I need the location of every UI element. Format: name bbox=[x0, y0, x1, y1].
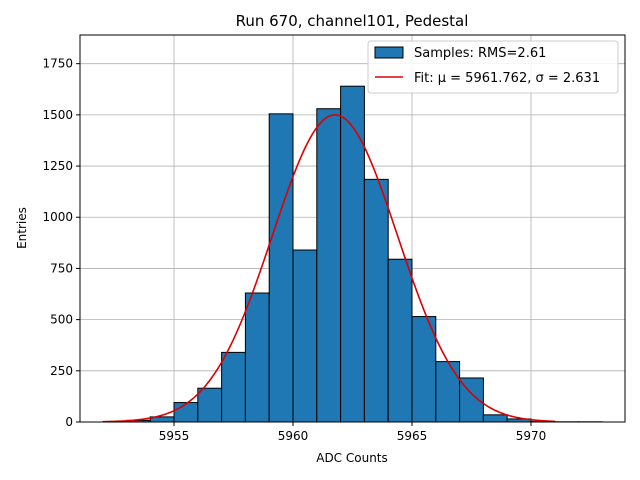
y-tick-label: 1250 bbox=[42, 159, 73, 173]
legend: Samples: RMS=2.61 Fit: μ = 5961.762, σ =… bbox=[367, 40, 619, 94]
x-axis-ticks: 5955 5960 5965 5970 bbox=[159, 422, 547, 443]
histogram-bar bbox=[435, 361, 461, 423]
histogram-bar bbox=[411, 316, 437, 423]
x-tick-label: 5960 bbox=[278, 429, 309, 443]
fit-curve bbox=[102, 114, 555, 423]
histogram-bar bbox=[482, 414, 508, 423]
histogram-bar bbox=[340, 85, 365, 423]
histogram-bar bbox=[268, 113, 294, 423]
histogram-bar bbox=[387, 258, 413, 423]
histogram-bar bbox=[197, 387, 223, 423]
histogram-bar bbox=[173, 402, 199, 423]
histogram-bar bbox=[244, 292, 270, 423]
x-axis-label: ADC Counts bbox=[316, 451, 388, 465]
y-tick-label: 500 bbox=[50, 313, 73, 327]
x-tick-label: 5970 bbox=[516, 429, 547, 443]
y-axis-label: Entries bbox=[15, 207, 29, 249]
legend-swatch-samples bbox=[374, 46, 404, 59]
histogram-bars bbox=[125, 85, 603, 423]
y-tick-label: 1000 bbox=[42, 210, 73, 224]
x-tick-label: 5955 bbox=[159, 429, 190, 443]
y-tick-label: 1500 bbox=[42, 108, 73, 122]
y-tick-label: 250 bbox=[50, 364, 73, 378]
y-axis-ticks: 0 250 500 750 1000 1250 1500 1750 bbox=[42, 57, 80, 429]
legend-label-samples: Samples: RMS=2.61 bbox=[414, 46, 546, 61]
histogram-bar bbox=[316, 108, 342, 423]
y-tick-label: 750 bbox=[50, 261, 73, 275]
y-tick-label: 1750 bbox=[42, 57, 73, 71]
legend-box bbox=[367, 40, 619, 94]
legend-label-fit: Fit: μ = 5961.762, σ = 2.631 bbox=[414, 71, 600, 86]
plot-frame bbox=[79, 34, 626, 423]
y-tick-label: 0 bbox=[65, 415, 73, 429]
histogram-bar bbox=[363, 178, 389, 423]
x-tick-label: 5965 bbox=[397, 429, 428, 443]
histogram-bar bbox=[221, 351, 246, 423]
chart-title: Run 670, channel101, Pedestal bbox=[236, 12, 469, 30]
histogram-bar bbox=[292, 249, 318, 423]
